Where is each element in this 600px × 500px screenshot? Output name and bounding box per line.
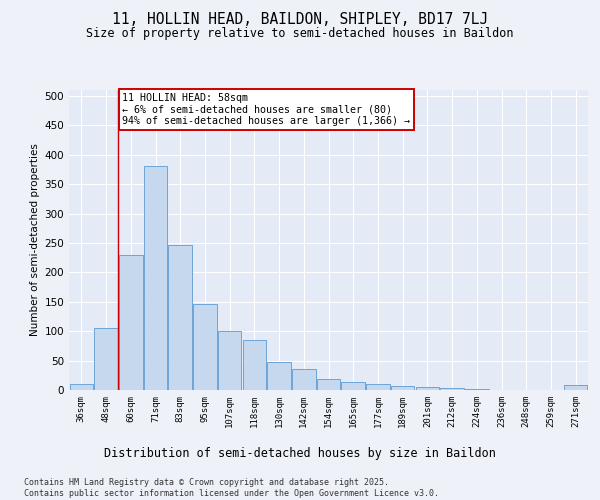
Y-axis label: Number of semi-detached properties: Number of semi-detached properties	[30, 144, 40, 336]
Bar	[292, 370, 316, 390]
Text: 11 HOLLIN HEAD: 58sqm
← 6% of semi-detached houses are smaller (80)
94% of semi-: 11 HOLLIN HEAD: 58sqm ← 6% of semi-detac…	[122, 93, 410, 126]
Bar	[391, 386, 415, 390]
Bar	[94, 328, 118, 390]
Text: Distribution of semi-detached houses by size in Baildon: Distribution of semi-detached houses by …	[104, 448, 496, 460]
Bar	[193, 304, 217, 390]
Bar	[268, 362, 291, 390]
Text: Contains HM Land Registry data © Crown copyright and database right 2025.
Contai: Contains HM Land Registry data © Crown c…	[24, 478, 439, 498]
Bar	[169, 244, 192, 390]
Bar	[144, 166, 167, 390]
Bar	[366, 384, 389, 390]
Bar	[341, 382, 365, 390]
Bar	[317, 380, 340, 390]
Text: Size of property relative to semi-detached houses in Baildon: Size of property relative to semi-detach…	[86, 28, 514, 40]
Bar	[564, 386, 587, 390]
Bar	[70, 384, 93, 390]
Bar	[242, 340, 266, 390]
Bar	[416, 387, 439, 390]
Bar	[119, 254, 143, 390]
Bar	[218, 331, 241, 390]
Bar	[440, 388, 464, 390]
Text: 11, HOLLIN HEAD, BAILDON, SHIPLEY, BD17 7LJ: 11, HOLLIN HEAD, BAILDON, SHIPLEY, BD17 …	[112, 12, 488, 28]
